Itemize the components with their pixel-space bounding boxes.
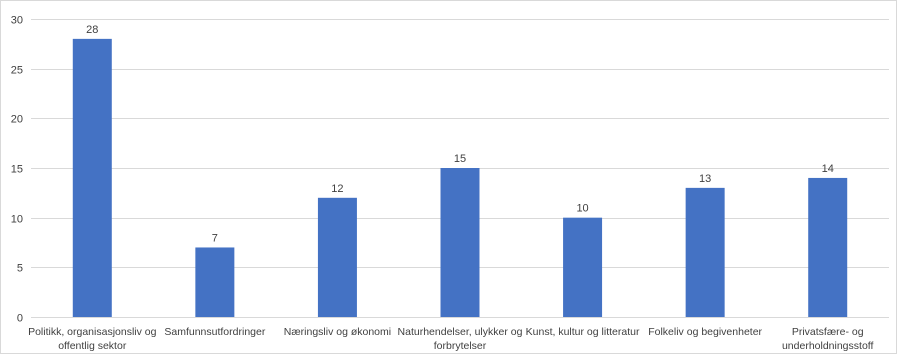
y-tick-label: 20 [11, 114, 23, 126]
bar [317, 197, 357, 317]
category-label: offentlig sektor [58, 340, 127, 352]
data-label: 28 [86, 24, 98, 36]
y-tick-label: 15 [11, 164, 23, 176]
data-label: 12 [331, 183, 343, 195]
data-label: 7 [212, 232, 218, 244]
category-label: Kunst, kultur og litteratur [526, 326, 640, 338]
y-tick-label: 30 [11, 15, 23, 27]
category-label: Privatsfære- og [792, 326, 864, 338]
data-label: 13 [699, 173, 711, 185]
y-tick-label: 25 [11, 65, 23, 77]
y-tick-label: 0 [17, 313, 23, 325]
category-label: Folkeliv og begivenheter [648, 326, 762, 338]
bar [72, 38, 112, 317]
category-label: Næringsliv og økonomi [284, 326, 391, 338]
data-label: 10 [576, 203, 588, 215]
bar [195, 247, 235, 317]
bar [685, 187, 725, 317]
category-label: Samfunnsutfordringer [164, 326, 265, 338]
data-label: 14 [822, 163, 834, 175]
category-label: Politikk, organisasjonsliv og [28, 326, 157, 338]
bar [440, 168, 480, 317]
data-label: 15 [454, 153, 466, 165]
y-tick-label: 10 [11, 214, 23, 226]
bars [72, 38, 848, 317]
category-label: Naturhendelser, ulykker og [398, 326, 523, 338]
y-tick-label: 5 [17, 263, 23, 275]
x-axis-labels: Politikk, organisasjonsliv og offentlig s… [28, 326, 873, 352]
bar [808, 177, 848, 317]
bar [563, 217, 603, 317]
y-axis-ticks: 0 5 10 15 20 25 30 [11, 15, 23, 325]
category-label: forbrytelser [434, 340, 487, 352]
data-labels: 28 7 12 15 10 13 14 [86, 24, 834, 245]
category-label: underholdningsstoff [782, 340, 874, 352]
